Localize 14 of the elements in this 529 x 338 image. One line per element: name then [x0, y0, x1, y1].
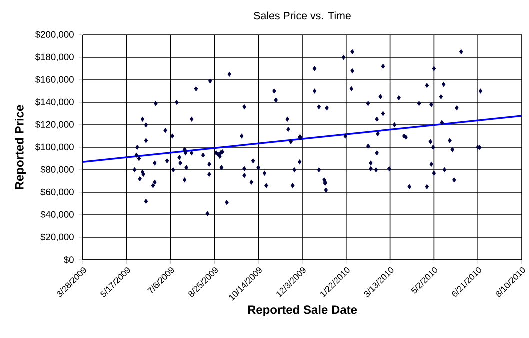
- y-tick-label: $140,000: [35, 98, 74, 107]
- y-tick-label: $0: [64, 256, 74, 264]
- y-axis-title: Reported Price: [15, 105, 26, 190]
- y-tick-label: $80,000: [40, 166, 74, 174]
- y-tick-label: $20,000: [40, 233, 74, 242]
- y-tick-label: $200,000: [35, 30, 74, 40]
- y-tick-label: $160,000: [35, 76, 74, 84]
- chart-title: Sales Price vs. Time: [254, 12, 351, 20]
- y-tick-label: $120,000: [35, 120, 74, 130]
- y-tick-label: $40,000: [40, 210, 74, 220]
- x-axis-title: Reported Sale Date: [248, 305, 358, 317]
- y-tick-label: $100,000: [35, 143, 74, 152]
- y-tick-label: $180,000: [35, 53, 74, 62]
- y-tick-label: $60,000: [40, 188, 74, 197]
